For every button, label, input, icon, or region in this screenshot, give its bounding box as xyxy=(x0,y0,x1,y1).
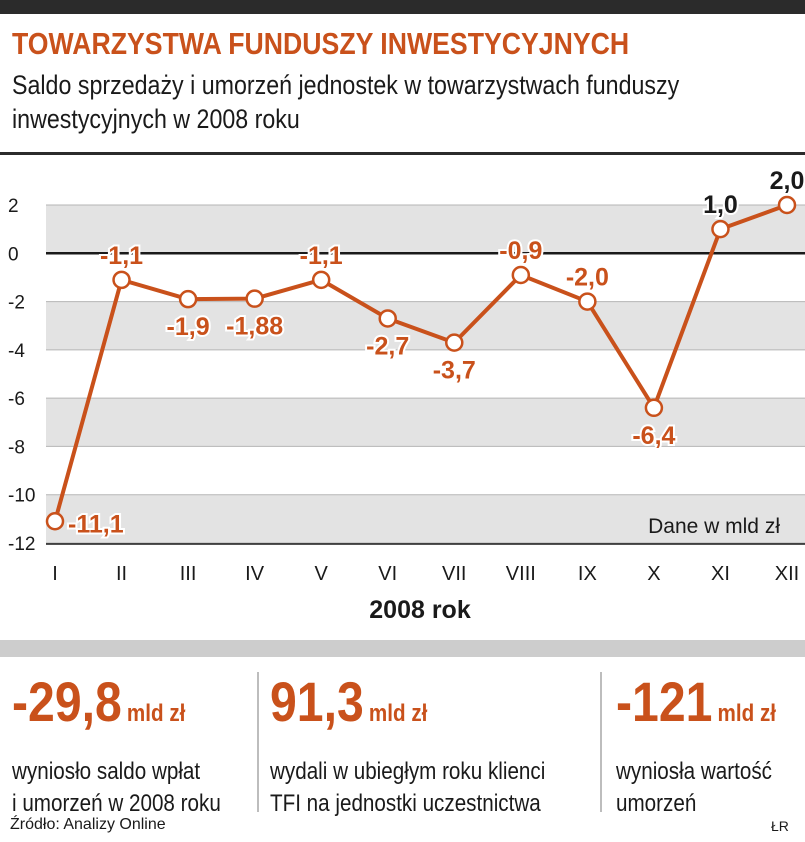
stat-separator xyxy=(257,672,259,812)
author-initials: ŁR xyxy=(771,818,789,834)
data-point xyxy=(178,289,198,309)
data-label: -1,88 xyxy=(226,313,283,341)
x-tick-label: XII xyxy=(775,563,799,585)
chart-gridlines xyxy=(46,204,805,544)
y-tick-label: -4 xyxy=(8,341,25,362)
chart-band xyxy=(46,398,805,447)
data-point xyxy=(445,333,464,352)
data-label: -1,1 xyxy=(300,242,343,270)
data-point xyxy=(311,270,331,290)
x-axis-title: 2008 rok xyxy=(369,596,471,624)
stat-value: 91,3 mld zł xyxy=(270,670,428,733)
stat-value: -121 mld zł xyxy=(616,670,777,733)
data-point xyxy=(777,195,797,215)
data-label: -2,0 xyxy=(566,264,609,292)
x-tick-label: VII xyxy=(442,563,466,585)
stat-unit: mld zł xyxy=(126,700,186,727)
y-tick-label: -2 xyxy=(8,293,25,314)
data-label: -3,7 xyxy=(433,357,476,385)
subtitle-line-2: inwestycyjnych w 2008 roku xyxy=(12,104,300,134)
stat-unit: mld zł xyxy=(717,700,777,727)
y-tick-label: 0 xyxy=(8,244,19,265)
stat-desc-line-2: i umorzeń w 2008 roku xyxy=(12,790,221,817)
data-point xyxy=(711,219,730,239)
chart-title: TOWARZYSTWA FUNDUSZY INWESTYCYJNYCH xyxy=(12,26,630,61)
x-tick-label: XI xyxy=(711,563,730,585)
y-tick-label: -6 xyxy=(8,389,25,410)
data-point xyxy=(112,270,131,290)
x-tick-label: X xyxy=(647,563,660,585)
unit-note: Dane w mld zł xyxy=(648,515,780,538)
x-tick-label: I xyxy=(52,563,58,585)
data-points xyxy=(45,195,797,531)
chart-band xyxy=(46,494,805,543)
data-label: -1,9 xyxy=(167,313,210,341)
data-label: -6,4 xyxy=(632,422,675,450)
x-tick-label: IX xyxy=(578,563,597,585)
stat-desc-line-2: umorzeń xyxy=(616,790,697,817)
stat-redemptions: -121 mld zł wyniosła wartość umorzeń xyxy=(616,670,802,818)
source-note: Źródło: Analizy Online xyxy=(10,816,166,833)
stats-band xyxy=(0,640,805,657)
chart-subtitle: Saldo sprzedaży i umorzeń jednostek w to… xyxy=(12,68,786,136)
top-rule xyxy=(0,0,805,14)
data-point xyxy=(644,398,664,418)
x-tick-label: III xyxy=(180,563,197,585)
data-label: -1,1 xyxy=(100,242,143,270)
stat-desc-line-1: wydali w ubiegłym roku klienci xyxy=(270,758,546,785)
y-tick-label: -10 xyxy=(8,486,35,507)
stat-desc-line-1: wyniosło saldo wpłat xyxy=(12,758,201,785)
y-tick-label: -12 xyxy=(8,534,35,555)
stat-unit: mld zł xyxy=(368,700,428,727)
data-label: 1,0 xyxy=(703,191,738,219)
data-label: -11,1 xyxy=(68,510,124,538)
series-line xyxy=(53,203,788,522)
data-point xyxy=(245,289,264,308)
data-label: -0,9 xyxy=(499,237,542,265)
title-separator xyxy=(0,152,805,155)
y-tick-label: 2 xyxy=(8,196,19,217)
stat-desc-line-1: wyniosła wartość xyxy=(616,758,773,785)
data-labels: -11,1 -1,1 -1,9 -1,88 -1,1 -2,7 -3,7 -0,9 -2,0 -6… xyxy=(66,165,805,540)
x-tick-label: VIII xyxy=(506,563,536,585)
stat-description: wydali w ubiegłym roku klienci TFI na je… xyxy=(270,756,545,820)
chart-band xyxy=(46,205,805,254)
x-tick-label: IV xyxy=(245,563,265,585)
stat-description: wyniosła wartość umorzeń xyxy=(616,756,776,820)
x-tick-label: V xyxy=(315,563,329,585)
y-axis: 2 0 -2 -4 -6 -8 -10 -12 xyxy=(8,196,35,555)
data-point xyxy=(378,309,397,328)
stat-value: -29,8 mld zł xyxy=(12,670,186,733)
x-tick-label: II xyxy=(116,563,127,585)
chart-bands xyxy=(46,205,805,543)
stat-separator xyxy=(600,672,602,812)
data-label: 2,0 xyxy=(770,167,805,195)
data-label: -2,7 xyxy=(366,332,409,360)
data-point xyxy=(511,265,531,285)
y-tick-label: -8 xyxy=(8,437,25,458)
subtitle-line-1: Saldo sprzedaży i umorzeń jednostek w to… xyxy=(12,70,680,100)
x-axis: I II III IV V VI VII VIII IX X XI XII xyxy=(46,543,805,585)
x-tick-label: VI xyxy=(378,563,397,585)
data-point xyxy=(45,512,65,531)
line-chart: 20-2-4-6-8-10-12 I II III IV V VI VII VIII IX X XI… xyxy=(8,165,805,624)
data-point xyxy=(578,292,597,311)
stat-desc-line-2: TFI na jednostki uczestnictwa xyxy=(270,790,541,817)
stat-spent: 91,3 mld zł wydali w ubiegłym roku klienc… xyxy=(270,670,590,818)
stat-description: wyniosło saldo wpłat i umorzeń w 2008 ro… xyxy=(12,756,221,820)
stat-balance: -29,8 mld zł wyniosło saldo wpłat i umorz… xyxy=(12,670,255,818)
